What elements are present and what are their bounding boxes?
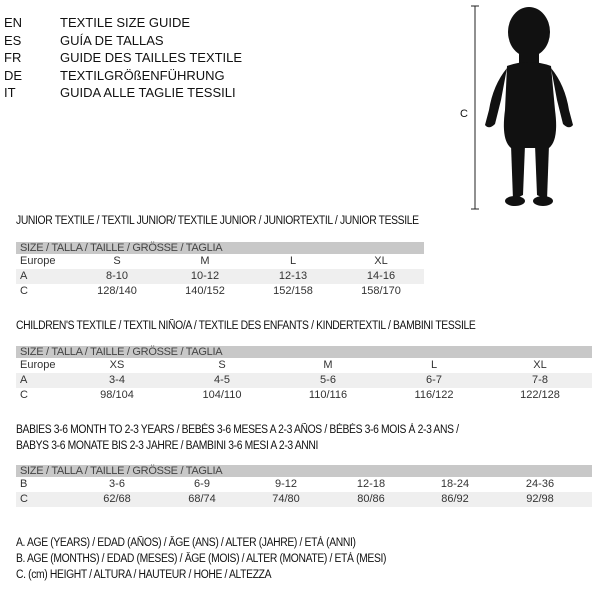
row-label: C: [20, 389, 28, 401]
table-row: B 3-6 6-9 9-12 12-18 18-24 24-36: [16, 477, 592, 492]
table-cell: 92/98: [526, 493, 554, 505]
row-label: C: [20, 493, 28, 505]
table-cell: L: [289, 255, 297, 267]
table-cell: 104/110: [202, 389, 242, 401]
table-cell: 12-18: [356, 478, 386, 490]
table-cell: S: [113, 255, 121, 267]
child-silhouette-figure: [471, 5, 573, 210]
table-cell: 152/158: [273, 285, 313, 297]
table-cell: 86/92: [441, 493, 469, 505]
language-title: GUIDE DES TAILLES TEXTILE: [60, 50, 243, 65]
measure-label: C: [460, 108, 468, 120]
language-title: GUIDA ALLE TAGLIE TESSILI: [60, 85, 236, 100]
table-cell: 3-6: [109, 478, 125, 490]
language-code: IT: [4, 85, 16, 100]
row-label: Europe: [20, 359, 56, 371]
table-cell: 8-10: [105, 270, 129, 282]
language-code: EN: [4, 15, 23, 30]
children-title: CHILDREN'S TEXTILE / TEXTIL NIÑO/A / TEX…: [16, 320, 476, 332]
table-cell: 110/116: [308, 389, 348, 401]
row-label: Europe: [20, 255, 56, 267]
table-cell: 9-12: [274, 478, 298, 490]
table-cell: 3-4: [109, 374, 125, 386]
language-code: FR: [4, 50, 22, 65]
table-cell: 140/152: [185, 285, 225, 297]
legend-a: A. AGE (YEARS) / EDAD (AÑOS) / ÂGE (ANS)…: [16, 537, 356, 549]
table-cell: 6-9: [194, 478, 210, 490]
legend-c: C. (cm) HEIGHT / ALTURA / HAUTEUR / HÖHE…: [16, 569, 272, 581]
junior-title: JUNIOR TEXTILE / TEXTIL JUNIOR/ TEXTILE …: [16, 215, 419, 227]
table-cell: 6-7: [426, 374, 442, 386]
junior-size-table: SIZE / TALLA / TAILLE / GRÖSSE / TAGLIA E…: [16, 242, 424, 299]
table-cell: 24-36: [525, 478, 555, 490]
table-cell: M: [200, 255, 210, 267]
table-cell: L: [430, 359, 438, 371]
table-cell: S: [218, 359, 226, 371]
table-row: C 98/104 104/110 110/116 116/122 122/128: [16, 388, 592, 403]
table-cell: 10-12: [190, 270, 220, 282]
row-label: C: [20, 285, 28, 297]
babies-title-line1: BABIES 3-6 MONTH TO 2-3 YEARS / BEBÉS 3-…: [16, 424, 459, 436]
table-cell: 14-16: [366, 270, 396, 282]
table-cell: XS: [109, 359, 125, 371]
size-header: SIZE / TALLA / TAILLE / GRÖSSE / TAGLIA: [16, 346, 592, 358]
table-row: C 128/140 140/152 152/158 158/170: [16, 284, 424, 299]
table-cell: 18-24: [440, 478, 470, 490]
children-size-table: SIZE / TALLA / TAILLE / GRÖSSE / TAGLIA E…: [16, 346, 592, 403]
language-code: DE: [4, 67, 23, 83]
table-cell: 116/122: [414, 389, 454, 401]
table-cell: M: [323, 359, 333, 371]
table-cell: 158/170: [361, 285, 401, 297]
size-header: SIZE / TALLA / TAILLE / GRÖSSE / TAGLIA: [16, 242, 424, 254]
table-cell: 62/68: [103, 493, 131, 505]
table-cell: 80/86: [357, 493, 385, 505]
table-row: A 8-10 10-12 12-13 14-16: [16, 269, 424, 284]
table-row: C 62/68 68/74 74/80 80/86 86/92 92/98: [16, 492, 592, 507]
table-cell: 12-13: [278, 270, 308, 282]
babies-size-table: SIZE / TALLA / TAILLE / GRÖSSE / TAGLIA B…: [16, 465, 592, 507]
babies-title-line2: BABYS 3-6 MONATE BIS 2-3 JAHRE / BAMBINI…: [16, 440, 319, 452]
table-cell: 74/80: [272, 493, 300, 505]
row-label: A: [20, 374, 28, 386]
table-cell: XL: [374, 255, 388, 267]
table-row: A 3-4 4-5 5-6 6-7 7-8: [16, 373, 592, 388]
language-title: TEXTILE SIZE GUIDE: [60, 15, 191, 30]
language-code: ES: [4, 32, 22, 48]
table-cell: 7-8: [532, 374, 548, 386]
language-title: TEXTILGRÖßENFÜHRUNG: [60, 67, 225, 83]
table-cell: 5-6: [320, 374, 336, 386]
table-cell: 128/140: [97, 285, 137, 297]
language-title: GUÍA DE TALLAS: [60, 32, 164, 48]
row-label: B: [20, 478, 28, 490]
table-row: Europe S M L XL: [16, 254, 424, 269]
table-cell: 98/104: [100, 389, 134, 401]
table-row: Europe XS S M L XL: [16, 358, 592, 373]
legend-b: B. AGE (MONTHS) / EDAD (MESES) / ÂGE (MO…: [16, 553, 387, 565]
table-cell: 122/128: [520, 389, 560, 401]
row-label: A: [20, 270, 28, 282]
table-cell: 4-5: [214, 374, 230, 386]
size-header: SIZE / TALLA / TAILLE / GRÖSSE / TAGLIA: [16, 465, 592, 477]
table-cell: 68/74: [188, 493, 216, 505]
table-cell: XL: [533, 359, 547, 371]
